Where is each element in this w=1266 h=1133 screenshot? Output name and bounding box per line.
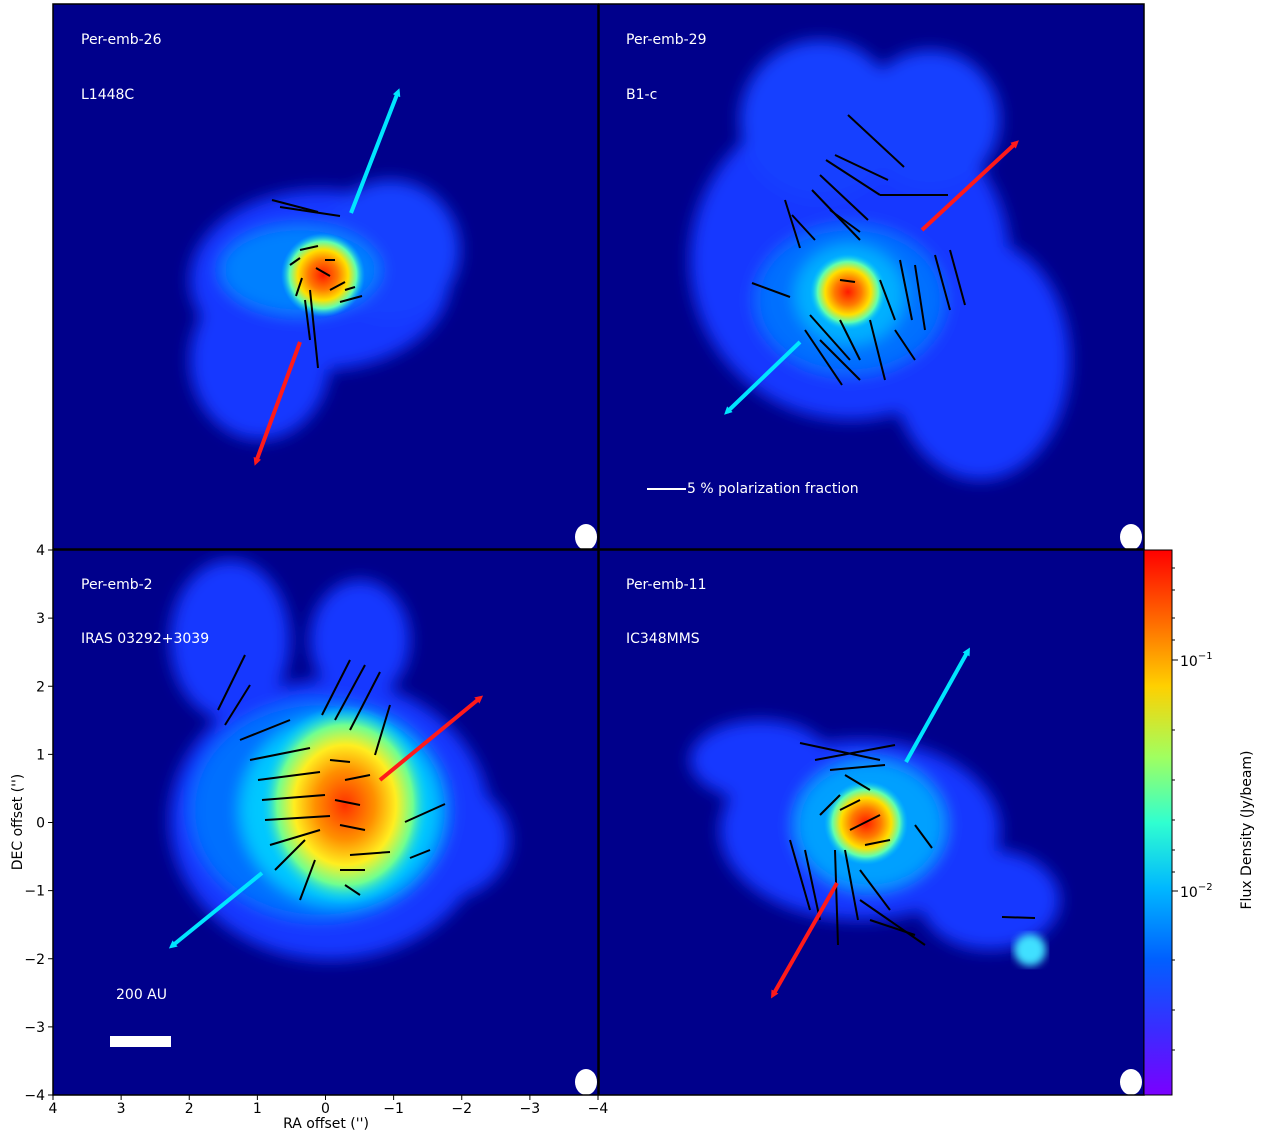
red-outflow-arrow (771, 882, 839, 999)
beam-ellipse-per-emb-29 (1120, 524, 1142, 550)
polarization-scale-label: 5 % polarization fraction (687, 481, 859, 497)
y-axis-ticks: 4 3 2 1 0 −1 −2 −3 −4 (24, 543, 53, 1104)
polarization-vectors-per-emb-29 (751, 114, 966, 386)
x-tick-label: 1 (253, 1101, 262, 1117)
emission-map-per-emb-11 (690, 720, 1060, 966)
y-tick-label: −2 (24, 952, 45, 968)
y-tick-label: 2 (36, 679, 45, 695)
panel-subtitle-iras: IRAS 03292+3039 (81, 631, 209, 647)
x-tick-label: −1 (383, 1101, 404, 1117)
polarization-vectors-per-emb-11 (789, 742, 1036, 946)
red-outflow-arrow (378, 695, 484, 782)
blue-outflow-arrow (168, 871, 264, 949)
x-tick-label: 3 (117, 1101, 126, 1117)
x-tick-label: −3 (520, 1101, 541, 1117)
x-axis-label: RA offset ('') (283, 1116, 369, 1132)
red-outflow-arrow (253, 341, 302, 466)
y-tick-label: 0 (36, 816, 45, 832)
panel-title-per-emb-26: Per-emb-26 (81, 32, 162, 48)
scale-bar-label: 200 AU (116, 987, 167, 1003)
polarization-vectors-per-emb-2 (217, 654, 446, 901)
blue-outflow-arrow (904, 647, 970, 763)
y-tick-label: −4 (24, 1088, 45, 1104)
y-axis-label: DEC offset ('') (10, 774, 26, 871)
y-tick-label: 4 (36, 543, 45, 559)
y-tick-label: −1 (24, 884, 45, 900)
outflow-arrows-per-emb-26 (253, 88, 401, 466)
panel-title-per-emb-11: Per-emb-11 (626, 577, 706, 593)
colorbar-tick-label-1e-1: 10−1 (1180, 651, 1213, 670)
colorbar-minor-ticks (1172, 567, 1175, 1051)
blue-outflow-arrow (349, 88, 401, 214)
x-tick-label: 4 (49, 1101, 58, 1117)
x-tick-label: 2 (185, 1101, 194, 1117)
panel-title-per-emb-2: Per-emb-2 (81, 577, 153, 593)
red-outflow-arrow (920, 140, 1019, 232)
blue-outflow-arrow (724, 340, 802, 415)
y-tick-label: 3 (36, 611, 45, 627)
outflow-arrows-per-emb-11 (771, 647, 970, 999)
outflow-arrows-per-emb-29 (724, 140, 1019, 415)
y-tick-label: −3 (24, 1020, 45, 1036)
colorbar (1143, 549, 1173, 1096)
panel-frame-per-emb-29 (598, 3, 1145, 550)
emission-map-per-emb-26 (190, 180, 460, 440)
y-tick-label: 1 (36, 747, 45, 763)
scale-bar (110, 1036, 171, 1047)
colorbar-tick-label-1e-2: 10−2 (1180, 882, 1213, 901)
polarization-vectors-per-emb-26 (271, 199, 363, 369)
colorbar-label: Flux Density (Jy/beam) (1239, 751, 1255, 910)
panel-subtitle-b1-c: B1-c (626, 87, 657, 103)
panel-title-per-emb-29: Per-emb-29 (626, 32, 706, 48)
x-tick-label: −4 (588, 1101, 609, 1117)
emission-map-per-emb-29 (690, 40, 1070, 480)
x-axis-ticks: 4 3 2 1 0 −1 −2 −3 −4 (49, 1095, 609, 1117)
outflow-arrows-per-emb-2 (168, 695, 484, 949)
beam-ellipse-per-emb-26 (575, 524, 597, 550)
panel-subtitle-ic348mms: IC348MMS (626, 631, 700, 647)
beam-ellipse-per-emb-2 (575, 1069, 597, 1095)
x-tick-label: 0 (321, 1101, 330, 1117)
x-tick-label: −2 (451, 1101, 472, 1117)
panel-subtitle-l1448c: L1448C (81, 87, 134, 103)
panel-frame-per-emb-26 (52, 3, 599, 550)
beam-ellipse-per-emb-11 (1120, 1069, 1142, 1095)
emission-map-per-emb-2 (170, 560, 510, 960)
